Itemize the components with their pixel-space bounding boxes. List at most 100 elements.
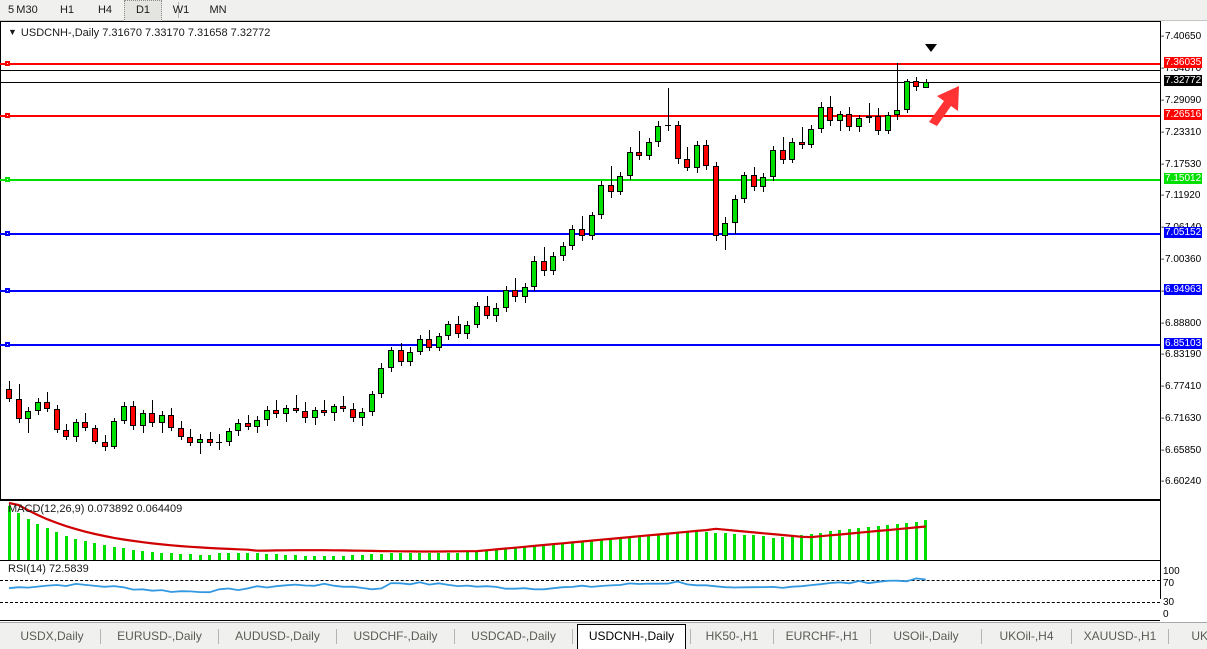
candle-body (741, 174, 747, 199)
macd-histogram-bar (17, 512, 20, 560)
macd-histogram-bar (590, 540, 593, 560)
price-pane[interactable]: ▼ USDCNH-,Daily 7.31670 7.33170 7.31658 7… (0, 21, 1160, 501)
macd-histogram-bar (542, 544, 545, 560)
level-line-support-7[interactable] (0, 342, 1160, 347)
candle-wick (296, 395, 297, 413)
candle-body (293, 407, 299, 412)
chart-tab-usdcaddaily[interactable]: USDCAD-,Daily (471, 629, 556, 643)
tab-separator (870, 629, 871, 644)
macd-histogram-bar (74, 538, 77, 560)
chart-tab-eurchfh1[interactable]: EURCHF-,H1 (785, 629, 859, 643)
level-price-label-resistance[interactable]: 7.26516 (1164, 109, 1203, 121)
chart-tab-bar[interactable]: USDX,Daily EURUSD-,Daily AUDUSD-,Daily USDC… (0, 622, 1207, 649)
macd-histogram-bar (275, 554, 278, 560)
macd-histogram-bar (772, 538, 775, 560)
macd-histogram-bar (237, 552, 240, 560)
candle-body (312, 410, 318, 419)
price-plot[interactable] (0, 22, 1160, 499)
level-anchor-handle[interactable] (5, 288, 10, 293)
rsi-level-line-30 (0, 602, 1160, 603)
level-line-support-4[interactable] (0, 177, 1160, 182)
candle-body (608, 184, 614, 192)
candle-wick (219, 433, 220, 451)
timeframe-h1[interactable]: H1 (59, 4, 75, 16)
macd-histogram-bar (886, 524, 889, 560)
level-line-support-6[interactable] (0, 288, 1160, 293)
candle-wick (276, 400, 277, 418)
level-anchor-handle[interactable] (5, 177, 10, 182)
chart-tab-usdxdaily[interactable]: USDX,Daily (20, 629, 84, 643)
level-anchor-handle[interactable] (5, 113, 10, 118)
macd-histogram-bar (151, 551, 154, 560)
macd-histogram-bar (399, 553, 402, 560)
macd-histogram-bar (189, 554, 192, 560)
candle-body (808, 129, 814, 146)
level-line-resistance-3[interactable] (0, 113, 1160, 118)
rsi-scale-70: 70 (1163, 578, 1175, 589)
level-line-resistance-0[interactable] (0, 61, 1160, 66)
macd-pane[interactable]: MACD(12,26,9) 0.073892 0.064409 (0, 500, 1160, 561)
candle-body (445, 323, 451, 336)
level-price-label-resistance[interactable]: 7.36035 (1164, 56, 1203, 68)
tab-separator (1071, 629, 1072, 644)
chart-tab-audusddaily[interactable]: AUDUSD-,Daily (235, 629, 320, 643)
candle-body (837, 114, 843, 122)
timeframe-d1[interactable]: D1 (124, 0, 162, 22)
candle-body (159, 415, 165, 423)
rsi-scale-30: 30 (1163, 597, 1175, 608)
candle-body (63, 429, 69, 438)
candle-wick (582, 216, 583, 241)
price-tick: -7.17530 (1161, 158, 1202, 170)
timeframe-m30[interactable]: M30 (16, 4, 38, 16)
candle-wick (869, 103, 870, 124)
macd-histogram-bar (762, 536, 765, 560)
candle-body (722, 223, 728, 237)
chart-tab-xauusdh1[interactable]: XAUUSD-,H1 (1083, 629, 1157, 643)
level-anchor-handle[interactable] (5, 231, 10, 236)
candle-body (503, 290, 509, 308)
level-price-label-support[interactable]: 7.15012 (1164, 172, 1203, 184)
price-tick: -7.29090 (1161, 94, 1202, 106)
macd-histogram-bar (141, 550, 144, 560)
level-price-label-support[interactable]: 7.05152 (1164, 227, 1203, 239)
macd-histogram-bar (199, 554, 202, 560)
candle-body (254, 419, 260, 428)
arrow-annotation-icon (929, 86, 959, 126)
collapse-icon[interactable]: ▼ (8, 27, 17, 37)
macd-histogram-bar (351, 555, 354, 560)
rsi-pane[interactable]: RSI(14) 72.5839 (0, 561, 1160, 621)
level-anchor-handle[interactable] (5, 342, 10, 347)
candle-body (54, 409, 60, 430)
timeframe-w1[interactable]: W1 (172, 4, 190, 16)
level-anchor-handle[interactable] (5, 61, 10, 66)
timeframe-h4[interactable]: H4 (97, 4, 113, 16)
macd-histogram-bar (313, 556, 316, 560)
macd-histogram-bar (915, 521, 918, 560)
candle-body (818, 106, 824, 130)
macd-histogram-bar (552, 543, 555, 560)
price-tick: -6.83190 (1161, 348, 1202, 360)
macd-histogram-bar (409, 552, 412, 560)
chart-tab-usdcnhdaily[interactable]: USDCNH-,Daily (577, 624, 686, 649)
chart-tab-usdchfdaily[interactable]: USDCHF-,Daily (353, 629, 438, 643)
level-price-label-support[interactable]: 6.85103 (1164, 338, 1203, 350)
chart-tab-usoildaily[interactable]: USOil-,Daily (893, 629, 959, 643)
chart-tab-eurusddaily[interactable]: EURUSD-,Daily (117, 629, 202, 643)
candle-body (35, 401, 41, 411)
macd-histogram-bar (122, 548, 125, 560)
chart-top-marker-icon (925, 44, 937, 52)
candle-body (111, 420, 117, 447)
macd-histogram-bar (905, 522, 908, 560)
level-price-label-support[interactable]: 6.94963 (1164, 283, 1203, 295)
macd-histogram-bar (265, 553, 268, 560)
macd-histogram-bar (294, 555, 297, 560)
chart-tab-ukoildaily[interactable]: UKOil-,Daily (1191, 629, 1207, 643)
chart-tab-ukoilh4[interactable]: UKOil-,H4 (999, 629, 1054, 643)
candle-body (770, 150, 776, 177)
timeframe-5[interactable]: 5 (7, 4, 15, 16)
price-scale[interactable]: -7.40650 -7.34870 -7.29090 -7.23310 -7.17530… (1160, 21, 1207, 620)
macd-histogram-bar (46, 528, 49, 560)
timeframe-mn[interactable]: MN (209, 4, 227, 16)
chart-tab-hk50h1[interactable]: HK50-,H1 (705, 629, 759, 643)
candle-body (350, 409, 356, 419)
